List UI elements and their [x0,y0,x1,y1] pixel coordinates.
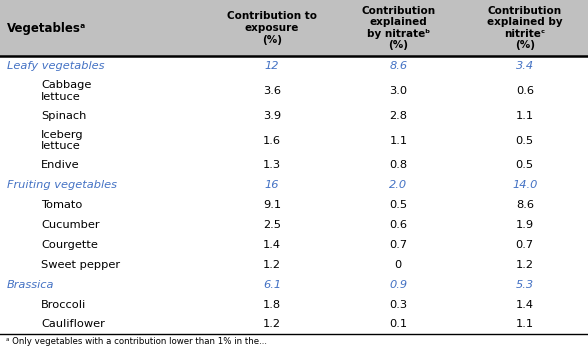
Text: 14.0: 14.0 [512,180,537,190]
Text: 5.3: 5.3 [516,280,534,290]
Text: 9.1: 9.1 [263,200,281,210]
Text: 1.2: 1.2 [263,320,281,329]
Bar [0,56,588,76]
Text: 0.7: 0.7 [516,240,534,250]
Text: Brassica: Brassica [7,280,55,290]
Text: 3.6: 3.6 [263,86,281,96]
Bar [0,215,588,235]
Text: 0.5: 0.5 [516,136,534,146]
Text: Tomato: Tomato [41,200,82,210]
Text: 1.1: 1.1 [516,111,534,121]
Text: 1.3: 1.3 [263,160,281,170]
Text: 3.9: 3.9 [263,111,281,121]
Text: Cucumber: Cucumber [41,220,100,230]
Text: 1.1: 1.1 [516,320,534,329]
Text: 0.5: 0.5 [389,200,407,210]
Text: 0.7: 0.7 [389,240,407,250]
Bar [0,235,588,255]
Bar [0,126,588,155]
Text: Vegetablesᵃ: Vegetablesᵃ [7,22,86,34]
Text: Courgette: Courgette [41,240,98,250]
Text: 1.4: 1.4 [516,300,534,310]
Text: 6.1: 6.1 [263,280,281,290]
Bar [0,315,588,334]
Text: 0.1: 0.1 [389,320,407,329]
Bar [0,295,588,315]
Bar [0,175,588,195]
Text: 1.2: 1.2 [263,260,281,270]
Text: Iceberg
lettuce: Iceberg lettuce [41,130,83,151]
Text: 1.4: 1.4 [263,240,281,250]
Bar [0,0,588,56]
Bar [0,275,588,295]
Text: 1.9: 1.9 [516,220,534,230]
Text: 1.1: 1.1 [389,136,407,146]
Bar [0,76,588,106]
Text: 0: 0 [395,260,402,270]
Text: 3.4: 3.4 [516,61,534,71]
Text: 0.8: 0.8 [389,160,407,170]
Text: Contribution
explained by
nitriteᶜ
(%): Contribution explained by nitriteᶜ (%) [487,6,563,50]
Text: Cabbage
lettuce: Cabbage lettuce [41,80,92,102]
Text: Cauliflower: Cauliflower [41,320,105,329]
Text: Leafy vegetables: Leafy vegetables [7,61,105,71]
Text: 8.6: 8.6 [516,200,534,210]
Text: 0.6: 0.6 [389,220,407,230]
Text: 1.2: 1.2 [516,260,534,270]
Text: 1.6: 1.6 [263,136,281,146]
Text: Fruiting vegetables: Fruiting vegetables [7,180,117,190]
Text: 2.8: 2.8 [389,111,407,121]
Text: 16: 16 [265,180,279,190]
Text: 12: 12 [265,61,279,71]
Text: Endive: Endive [41,160,80,170]
Text: ᵃ Only vegetables with a contribution lower than 1% in the...: ᵃ Only vegetables with a contribution lo… [6,337,267,346]
Text: 2.5: 2.5 [263,220,281,230]
Text: 0.6: 0.6 [516,86,534,96]
Text: 8.6: 8.6 [389,61,407,71]
Text: 1.8: 1.8 [263,300,281,310]
Text: 2.0: 2.0 [389,180,407,190]
Bar [0,106,588,126]
Bar [0,195,588,215]
Text: 3.0: 3.0 [389,86,407,96]
Bar [0,155,588,175]
Text: 0.9: 0.9 [389,280,407,290]
Text: 0.5: 0.5 [516,160,534,170]
Bar [0,255,588,275]
Text: 0.3: 0.3 [389,300,407,310]
Text: Contribution to
exposure
(%): Contribution to exposure (%) [227,11,317,45]
Text: Contribution
explained
by nitrateᵇ
(%): Contribution explained by nitrateᵇ (%) [361,6,436,50]
Text: Broccoli: Broccoli [41,300,86,310]
Text: Sweet pepper: Sweet pepper [41,260,121,270]
Text: Spinach: Spinach [41,111,86,121]
